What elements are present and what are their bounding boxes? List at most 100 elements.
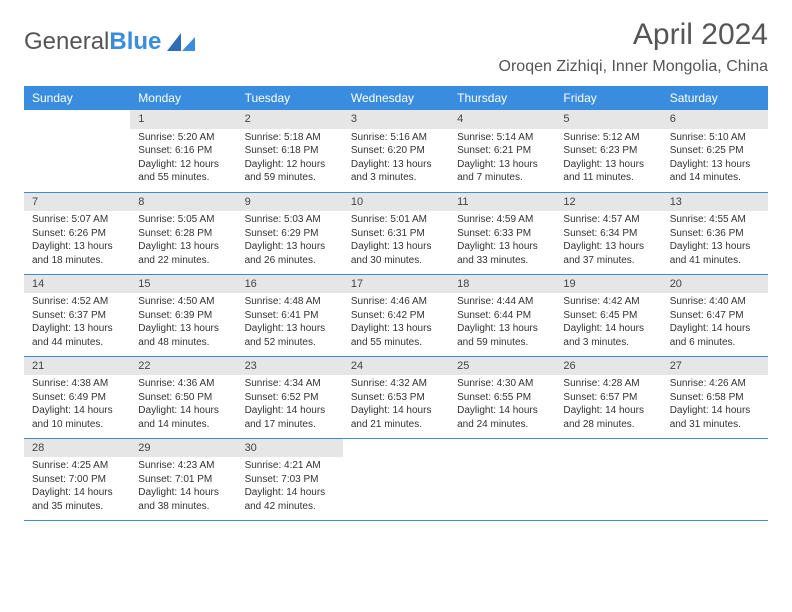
daylight-line: Daylight: 14 hours and 6 minutes. bbox=[670, 322, 760, 349]
calendar-row: 28Sunrise: 4:25 AMSunset: 7:00 PMDayligh… bbox=[24, 438, 768, 520]
weekday-header-row: SundayMondayTuesdayWednesdayThursdayFrid… bbox=[24, 86, 768, 110]
calendar-cell: 12Sunrise: 4:57 AMSunset: 6:34 PMDayligh… bbox=[555, 192, 661, 274]
calendar-cell: 14Sunrise: 4:52 AMSunset: 6:37 PMDayligh… bbox=[24, 274, 130, 356]
day-details: Sunrise: 5:12 AMSunset: 6:23 PMDaylight:… bbox=[555, 129, 661, 189]
sunset-line: Sunset: 6:58 PM bbox=[670, 391, 760, 405]
sunset-line: Sunset: 6:21 PM bbox=[457, 144, 547, 158]
daylight-line: Daylight: 14 hours and 10 minutes. bbox=[32, 404, 122, 431]
daylight-line: Daylight: 13 hours and 26 minutes. bbox=[245, 240, 335, 267]
day-number: 20 bbox=[662, 275, 768, 294]
sunset-line: Sunset: 6:25 PM bbox=[670, 144, 760, 158]
sunset-line: Sunset: 6:31 PM bbox=[351, 227, 441, 241]
sunrise-line: Sunrise: 4:28 AM bbox=[563, 377, 653, 391]
day-number: 28 bbox=[24, 439, 130, 458]
sunrise-line: Sunrise: 4:30 AM bbox=[457, 377, 547, 391]
calendar-cell: 30Sunrise: 4:21 AMSunset: 7:03 PMDayligh… bbox=[237, 438, 343, 520]
day-number: 8 bbox=[130, 193, 236, 212]
day-details: Sunrise: 4:23 AMSunset: 7:01 PMDaylight:… bbox=[130, 457, 236, 517]
calendar-cell: 20Sunrise: 4:40 AMSunset: 6:47 PMDayligh… bbox=[662, 274, 768, 356]
daylight-line: Daylight: 14 hours and 3 minutes. bbox=[563, 322, 653, 349]
sunrise-line: Sunrise: 5:03 AM bbox=[245, 213, 335, 227]
sunset-line: Sunset: 6:53 PM bbox=[351, 391, 441, 405]
day-number: 14 bbox=[24, 275, 130, 294]
logo-word-2: Blue bbox=[109, 28, 161, 55]
day-details: Sunrise: 4:34 AMSunset: 6:52 PMDaylight:… bbox=[237, 375, 343, 435]
daylight-line: Daylight: 13 hours and 3 minutes. bbox=[351, 158, 441, 185]
day-details: Sunrise: 4:57 AMSunset: 6:34 PMDaylight:… bbox=[555, 211, 661, 271]
sunset-line: Sunset: 6:57 PM bbox=[563, 391, 653, 405]
day-number: 19 bbox=[555, 275, 661, 294]
sunset-line: Sunset: 7:03 PM bbox=[245, 473, 335, 487]
sunrise-line: Sunrise: 4:57 AM bbox=[563, 213, 653, 227]
sunrise-line: Sunrise: 4:55 AM bbox=[670, 213, 760, 227]
daylight-line: Daylight: 14 hours and 17 minutes. bbox=[245, 404, 335, 431]
day-number: 24 bbox=[343, 357, 449, 376]
calendar-body: 1Sunrise: 5:20 AMSunset: 6:16 PMDaylight… bbox=[24, 110, 768, 520]
calendar-cell: 28Sunrise: 4:25 AMSunset: 7:00 PMDayligh… bbox=[24, 438, 130, 520]
sunset-line: Sunset: 6:49 PM bbox=[32, 391, 122, 405]
sunrise-line: Sunrise: 4:59 AM bbox=[457, 213, 547, 227]
sunrise-line: Sunrise: 5:07 AM bbox=[32, 213, 122, 227]
weekday-header: Monday bbox=[130, 86, 236, 110]
sunrise-line: Sunrise: 5:12 AM bbox=[563, 131, 653, 145]
sunrise-line: Sunrise: 4:44 AM bbox=[457, 295, 547, 309]
daylight-line: Daylight: 14 hours and 42 minutes. bbox=[245, 486, 335, 513]
daylight-line: Daylight: 13 hours and 48 minutes. bbox=[138, 322, 228, 349]
calendar-cell-empty bbox=[555, 438, 661, 520]
day-number: 4 bbox=[449, 110, 555, 129]
daylight-line: Daylight: 13 hours and 18 minutes. bbox=[32, 240, 122, 267]
location: Oroqen Zizhiqi, Inner Mongolia, China bbox=[499, 58, 768, 76]
day-details: Sunrise: 5:01 AMSunset: 6:31 PMDaylight:… bbox=[343, 211, 449, 271]
calendar-cell: 21Sunrise: 4:38 AMSunset: 6:49 PMDayligh… bbox=[24, 356, 130, 438]
calendar-cell: 8Sunrise: 5:05 AMSunset: 6:28 PMDaylight… bbox=[130, 192, 236, 274]
calendar-cell: 11Sunrise: 4:59 AMSunset: 6:33 PMDayligh… bbox=[449, 192, 555, 274]
sunset-line: Sunset: 6:39 PM bbox=[138, 309, 228, 323]
sunset-line: Sunset: 6:45 PM bbox=[563, 309, 653, 323]
day-details: Sunrise: 4:21 AMSunset: 7:03 PMDaylight:… bbox=[237, 457, 343, 517]
sunrise-line: Sunrise: 5:05 AM bbox=[138, 213, 228, 227]
sunrise-line: Sunrise: 5:01 AM bbox=[351, 213, 441, 227]
sunset-line: Sunset: 6:18 PM bbox=[245, 144, 335, 158]
day-details: Sunrise: 5:16 AMSunset: 6:20 PMDaylight:… bbox=[343, 129, 449, 189]
weekday-header: Wednesday bbox=[343, 86, 449, 110]
sunset-line: Sunset: 6:16 PM bbox=[138, 144, 228, 158]
day-details: Sunrise: 5:10 AMSunset: 6:25 PMDaylight:… bbox=[662, 129, 768, 189]
sunset-line: Sunset: 6:44 PM bbox=[457, 309, 547, 323]
day-details: Sunrise: 4:30 AMSunset: 6:55 PMDaylight:… bbox=[449, 375, 555, 435]
calendar-cell: 5Sunrise: 5:12 AMSunset: 6:23 PMDaylight… bbox=[555, 110, 661, 192]
calendar-cell-empty bbox=[662, 438, 768, 520]
day-details: Sunrise: 4:38 AMSunset: 6:49 PMDaylight:… bbox=[24, 375, 130, 435]
calendar-cell: 2Sunrise: 5:18 AMSunset: 6:18 PMDaylight… bbox=[237, 110, 343, 192]
daylight-line: Daylight: 12 hours and 55 minutes. bbox=[138, 158, 228, 185]
daylight-line: Daylight: 12 hours and 59 minutes. bbox=[245, 158, 335, 185]
day-details: Sunrise: 4:55 AMSunset: 6:36 PMDaylight:… bbox=[662, 211, 768, 271]
sunrise-line: Sunrise: 4:42 AM bbox=[563, 295, 653, 309]
weekday-header: Tuesday bbox=[237, 86, 343, 110]
sunrise-line: Sunrise: 4:38 AM bbox=[32, 377, 122, 391]
day-details: Sunrise: 4:48 AMSunset: 6:41 PMDaylight:… bbox=[237, 293, 343, 353]
daylight-line: Daylight: 13 hours and 22 minutes. bbox=[138, 240, 228, 267]
sunset-line: Sunset: 7:01 PM bbox=[138, 473, 228, 487]
calendar-cell-empty bbox=[24, 110, 130, 192]
calendar-cell: 10Sunrise: 5:01 AMSunset: 6:31 PMDayligh… bbox=[343, 192, 449, 274]
sunrise-line: Sunrise: 4:52 AM bbox=[32, 295, 122, 309]
day-number: 22 bbox=[130, 357, 236, 376]
daylight-line: Daylight: 13 hours and 11 minutes. bbox=[563, 158, 653, 185]
day-number: 26 bbox=[555, 357, 661, 376]
calendar-cell: 15Sunrise: 4:50 AMSunset: 6:39 PMDayligh… bbox=[130, 274, 236, 356]
weekday-header: Thursday bbox=[449, 86, 555, 110]
sunset-line: Sunset: 6:26 PM bbox=[32, 227, 122, 241]
daylight-line: Daylight: 13 hours and 33 minutes. bbox=[457, 240, 547, 267]
calendar-cell: 3Sunrise: 5:16 AMSunset: 6:20 PMDaylight… bbox=[343, 110, 449, 192]
sunrise-line: Sunrise: 4:36 AM bbox=[138, 377, 228, 391]
calendar-cell: 7Sunrise: 5:07 AMSunset: 6:26 PMDaylight… bbox=[24, 192, 130, 274]
day-number: 13 bbox=[662, 193, 768, 212]
day-details: Sunrise: 5:05 AMSunset: 6:28 PMDaylight:… bbox=[130, 211, 236, 271]
day-number: 7 bbox=[24, 193, 130, 212]
sunrise-line: Sunrise: 4:23 AM bbox=[138, 459, 228, 473]
day-details: Sunrise: 4:42 AMSunset: 6:45 PMDaylight:… bbox=[555, 293, 661, 353]
sunset-line: Sunset: 6:37 PM bbox=[32, 309, 122, 323]
day-details: Sunrise: 4:50 AMSunset: 6:39 PMDaylight:… bbox=[130, 293, 236, 353]
sunset-line: Sunset: 6:41 PM bbox=[245, 309, 335, 323]
day-number: 9 bbox=[237, 193, 343, 212]
